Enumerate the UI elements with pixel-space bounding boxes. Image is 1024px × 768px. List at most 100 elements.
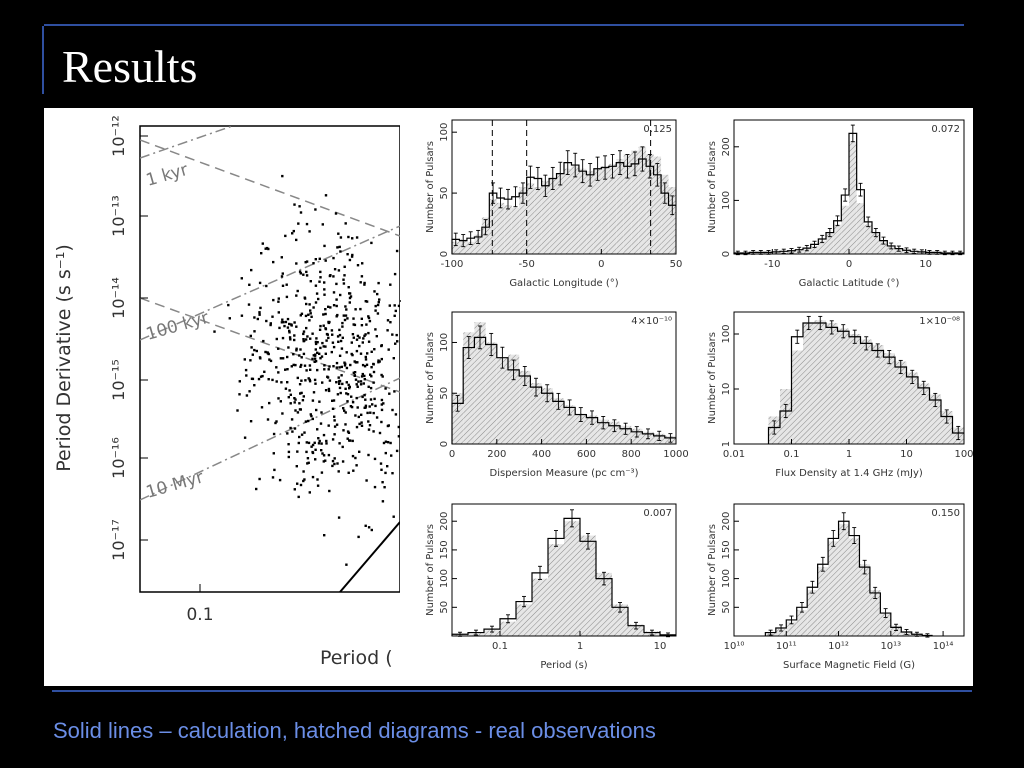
pulsar-point	[288, 329, 291, 333]
pulsar-point	[388, 304, 391, 307]
observed-bar	[526, 183, 535, 254]
pulsar-point	[355, 349, 359, 353]
pulsar-point	[293, 321, 296, 324]
pulsar-point	[351, 353, 354, 357]
x-tick-label: 200	[487, 449, 506, 460]
observed-bar	[879, 240, 888, 254]
pulsar-point	[305, 260, 309, 263]
pulsar-point	[333, 457, 336, 460]
pulsar-point	[328, 274, 332, 278]
pulsar-point	[367, 420, 370, 423]
pulsar-point	[272, 260, 275, 264]
pulsar-point	[305, 270, 308, 274]
pulsar-point	[369, 373, 372, 376]
pulsar-point	[320, 355, 324, 358]
pulsar-point	[384, 387, 387, 390]
pulsar-point	[325, 439, 328, 443]
pulsar-point	[335, 304, 338, 308]
x-tick-label: 1	[577, 641, 583, 652]
pulsar-point	[374, 304, 377, 308]
y-axis-label: Number of Pulsars	[425, 332, 436, 424]
pulsar-point	[286, 326, 290, 329]
death-line	[339, 521, 400, 592]
pulsar-point	[368, 319, 372, 323]
pulsar-point	[391, 472, 394, 475]
pulsar-point	[267, 378, 270, 381]
x-tick-label: -100	[441, 259, 464, 270]
y-tick-label: 10⁻¹⁴	[109, 277, 128, 319]
pulsar-point	[297, 222, 300, 225]
pulsar-point	[327, 389, 331, 393]
pulsar-point	[374, 328, 377, 331]
pulsar-point	[249, 420, 253, 423]
pulsar-point	[365, 479, 368, 482]
pulsar-point	[296, 482, 299, 485]
pulsar-point	[317, 442, 321, 445]
panel-corner-label: 0.072	[931, 124, 960, 135]
pulsar-point	[348, 292, 351, 295]
pulsar-point	[287, 346, 290, 349]
pulsar-point	[341, 325, 344, 328]
x-tick-label: 1000	[663, 449, 688, 460]
pulsar-point	[265, 319, 268, 323]
pulsar-point	[319, 270, 322, 274]
pulsar-point	[357, 415, 360, 419]
pulsar-point	[341, 460, 345, 463]
pulsar-point	[261, 242, 264, 245]
observed-bar	[496, 357, 508, 444]
pulsar-point	[305, 274, 309, 277]
pulsar-point	[287, 443, 290, 446]
pulsar-point	[372, 363, 375, 366]
pulsar-point	[298, 383, 302, 386]
y-tick-label: 100	[439, 123, 450, 142]
pulsar-point	[377, 361, 380, 364]
observed-bar	[616, 158, 624, 254]
pulsar-point	[291, 430, 294, 433]
pulsar-point	[311, 417, 314, 421]
pulsar-point	[340, 347, 344, 350]
pulsar-point	[256, 317, 259, 321]
x-tick-label: 100	[954, 449, 973, 460]
pulsar-point	[341, 321, 344, 325]
pulsar-point	[349, 295, 353, 298]
pulsar-point	[352, 317, 355, 320]
observed-bar	[814, 320, 826, 444]
model-step-line	[733, 132, 964, 254]
pulsar-point	[354, 308, 357, 311]
pulsar-point	[339, 250, 342, 253]
pulsar-point	[317, 297, 320, 301]
observed-bar	[552, 398, 564, 444]
pulsar-point	[240, 277, 243, 280]
pulsar-point	[332, 304, 336, 307]
pulsar-point	[365, 323, 368, 326]
pulsar-point	[394, 413, 398, 416]
pulsar-point	[272, 432, 276, 436]
pulsar-point	[369, 398, 373, 401]
observed-bar	[817, 567, 829, 636]
pulsar-point	[313, 357, 317, 360]
pulsar-point	[261, 374, 264, 378]
pulsar-point	[314, 348, 317, 351]
observed-bar	[918, 383, 930, 444]
pulsar-point	[263, 370, 266, 373]
pulsar-point	[327, 336, 330, 340]
x-tick-label: 10¹¹	[776, 641, 797, 652]
pulsar-point	[354, 456, 357, 460]
pulsar-point	[285, 295, 289, 299]
pulsar-point	[323, 288, 326, 291]
pulsar-point	[360, 413, 363, 416]
pulsar-point	[307, 419, 310, 423]
observed-bar	[796, 610, 808, 636]
pulsar-point	[360, 421, 363, 424]
observed-bar	[668, 187, 676, 254]
panel-corner-label: 1×10⁻⁰⁸	[919, 316, 960, 327]
pulsar-point	[284, 368, 287, 371]
pulsar-point	[312, 354, 315, 357]
pulsar-point	[325, 442, 328, 445]
y-tick-label: 0	[439, 251, 450, 257]
pulsar-point	[353, 323, 357, 327]
pulsar-point	[253, 330, 256, 333]
pulsar-point	[310, 445, 313, 448]
pulsar-point	[334, 212, 338, 215]
pulsar-point	[273, 468, 276, 472]
